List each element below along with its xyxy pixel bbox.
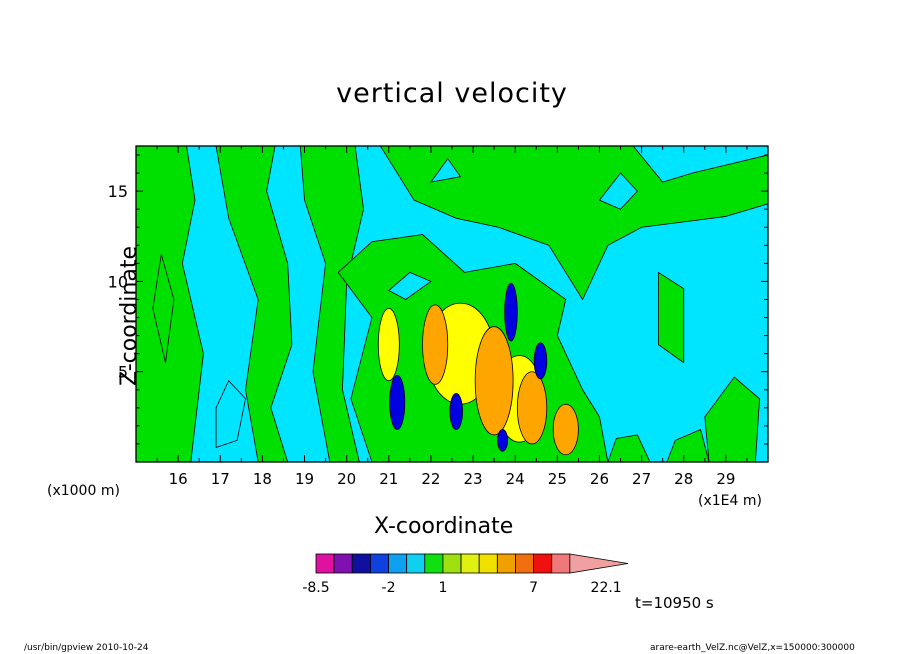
- x-tick-label: 24: [506, 470, 525, 488]
- colorbar: -8.5 -2 1 7 22.1: [302, 553, 629, 596]
- contour-gap-2: [598, 172, 638, 210]
- contour-down-10: [449, 392, 463, 430]
- colorbar-band: [442, 553, 462, 574]
- contour-gap-1: [215, 380, 246, 449]
- colorbar-label: 7: [529, 580, 538, 596]
- colorbar-band: [424, 553, 444, 574]
- x-tick-label: 28: [674, 470, 693, 488]
- colorbar-band: [478, 553, 498, 574]
- colorbar-band: [351, 553, 371, 574]
- contour-weak-updraft-4: [299, 146, 364, 462]
- y-tick-label: 5: [118, 363, 128, 382]
- colorbar-band: [388, 553, 408, 574]
- x-tick-label: 27: [632, 470, 651, 488]
- colorbar-band: [406, 553, 426, 574]
- x-tick-label: 20: [337, 470, 356, 488]
- contour-down-9: [504, 282, 518, 342]
- x-tick-label: 29: [716, 470, 735, 488]
- x-tick-label: 19: [295, 470, 314, 488]
- x-tick-label: 17: [211, 470, 230, 488]
- contour-strong-up-5: [422, 304, 449, 385]
- colorbar-band: [460, 553, 480, 574]
- x-tick-label: 16: [169, 470, 188, 488]
- contour-weak-updraft-8: [704, 376, 760, 462]
- colorbar-band: [496, 553, 516, 574]
- footer-program-date: /usr/bin/gpview 2010-10-24: [24, 643, 149, 653]
- x-axis-unit-right: (x1E4 m): [698, 493, 762, 509]
- colorbar-band: [533, 553, 553, 574]
- contour-strong-up-6: [516, 371, 548, 445]
- contour-strong-up-7: [552, 403, 579, 456]
- x-tick-label: 26: [590, 470, 609, 488]
- contour-down-11: [533, 342, 548, 380]
- contour-up-2: [377, 308, 400, 382]
- contour-weak-updraft-7: [658, 271, 685, 364]
- colorbar-label: 22.1: [591, 580, 622, 596]
- y-tick-label: 15: [108, 182, 128, 201]
- contour-field: [136, 146, 768, 462]
- y-tick-label: 10: [108, 272, 128, 291]
- y-axis-label: Z-coordinate: [116, 246, 142, 386]
- colorbar-label: 1: [438, 580, 447, 596]
- x-tick-label: 18: [253, 470, 272, 488]
- x-tick-label: 23: [464, 470, 483, 488]
- x-tick-label: 21: [379, 470, 398, 488]
- x-axis-label: X-coordinate: [374, 514, 514, 539]
- time-label: t=10950 s: [635, 594, 714, 612]
- contour-weak-updraft-10: [666, 429, 710, 462]
- colorbar-label: -2: [382, 580, 396, 596]
- colorbar-band: [333, 553, 353, 574]
- contour-gap-4: [388, 271, 432, 300]
- colorbar-band: [315, 553, 335, 574]
- contour-gap-3: [430, 157, 462, 183]
- x-tick-label: 22: [421, 470, 440, 488]
- contour-weak-updraft-6: [379, 146, 768, 300]
- contour-down-12: [497, 429, 509, 452]
- footer-source: arare-earth_VelZ.nc@VelZ,x=150000:300000: [650, 643, 855, 653]
- colorbar-band: [369, 553, 389, 574]
- contour-down-8: [389, 374, 406, 430]
- contour-weak-updraft-3: [215, 146, 293, 462]
- contour-weak-updraft-9: [607, 434, 651, 462]
- colorbar-band: [551, 553, 571, 574]
- contour-weak-updraft-2: [152, 253, 175, 364]
- colorbar-label: -8.5: [302, 580, 329, 596]
- colorbar-band: [515, 553, 535, 574]
- chart-title: vertical velocity: [336, 78, 568, 109]
- contour-strong-up-4: [474, 326, 514, 436]
- x-axis-unit-left: (x1000 m): [47, 483, 120, 499]
- x-tick-label: 25: [548, 470, 567, 488]
- colorbar-triangle: [569, 553, 629, 574]
